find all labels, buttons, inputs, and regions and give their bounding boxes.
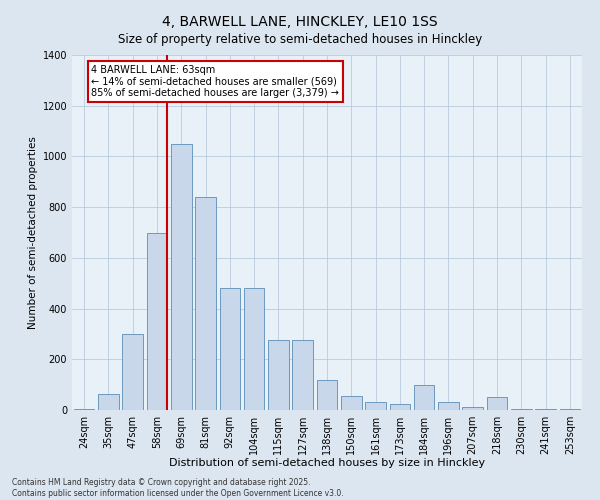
Bar (244, 288, 265, 410)
Bar (511, 408, 532, 410)
Bar (365, 402, 386, 410)
Bar (438, 402, 459, 410)
Text: Size of property relative to semi-detached houses in Hinckley: Size of property relative to semi-detach… (118, 32, 482, 46)
Bar (292, 340, 313, 410)
Bar (146, 232, 167, 410)
Bar (560, 408, 580, 410)
Bar (535, 408, 556, 410)
Bar (463, 408, 483, 410)
Bar (122, 334, 143, 410)
Y-axis label: Number of semi-detached properties: Number of semi-detached properties (28, 136, 38, 329)
Bar (195, 197, 216, 410)
Text: Contains HM Land Registry data © Crown copyright and database right 2025.
Contai: Contains HM Land Registry data © Crown c… (12, 478, 344, 498)
X-axis label: Distribution of semi-detached houses by size in Hinckley: Distribution of semi-detached houses by … (169, 458, 485, 468)
Bar (389, 404, 410, 410)
Text: 4, BARWELL LANE, HINCKLEY, LE10 1SS: 4, BARWELL LANE, HINCKLEY, LE10 1SS (162, 15, 438, 29)
Bar (487, 398, 508, 410)
Bar (268, 340, 289, 410)
Bar (171, 144, 191, 410)
Bar (317, 380, 337, 410)
Bar (98, 394, 119, 410)
Bar (341, 396, 362, 410)
Bar (414, 384, 434, 410)
Bar (220, 288, 240, 410)
Bar (74, 408, 94, 410)
Text: 4 BARWELL LANE: 63sqm
← 14% of semi-detached houses are smaller (569)
85% of sem: 4 BARWELL LANE: 63sqm ← 14% of semi-deta… (91, 65, 340, 98)
